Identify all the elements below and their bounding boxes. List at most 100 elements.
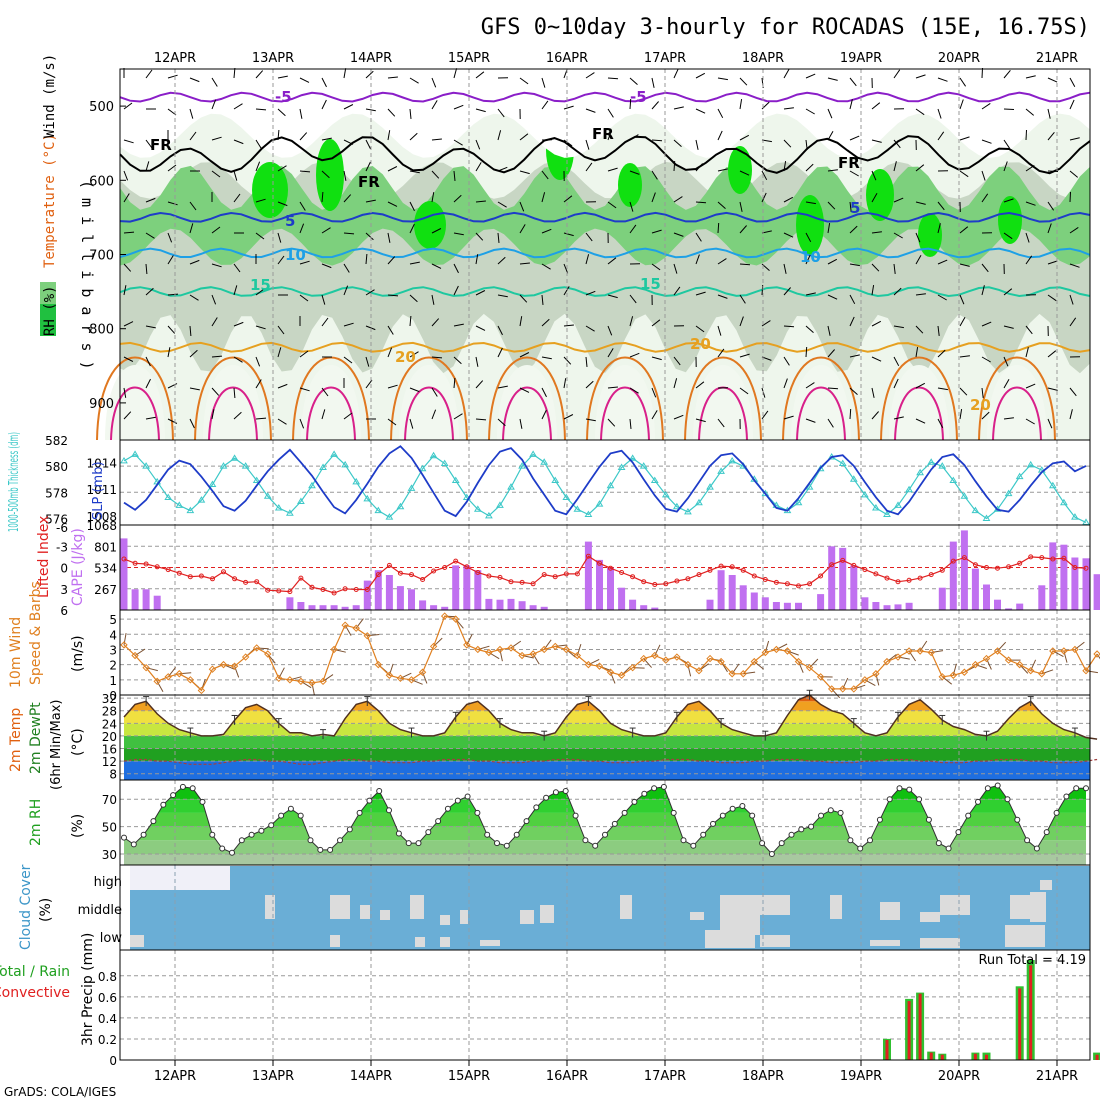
wind-barb bbox=[431, 409, 437, 420]
wind-barb bbox=[673, 106, 684, 110]
wind-speed-point bbox=[208, 665, 217, 673]
cloud-cover-block bbox=[1005, 925, 1045, 947]
precip-panel: 0 0.2 0.4 0.6 0.8 Run Total = 4.19 Total / R… bbox=[0, 933, 1100, 1068]
wind-barb bbox=[387, 76, 398, 79]
cape-bar bbox=[529, 605, 537, 610]
wind-barb bbox=[937, 77, 948, 82]
wind-speed-point bbox=[396, 674, 405, 683]
wind-speed-point bbox=[175, 670, 183, 678]
wind-speed-point bbox=[927, 648, 935, 657]
thickness-point bbox=[606, 481, 615, 489]
cape-bar bbox=[452, 565, 460, 610]
wind-barb bbox=[805, 201, 816, 205]
thickness-point bbox=[573, 505, 582, 512]
isotherm-30 bbox=[796, 386, 846, 441]
thickness-point bbox=[363, 494, 372, 502]
precip-tick-label: 0.6 bbox=[98, 991, 117, 1005]
cloud-cover-block bbox=[880, 902, 900, 920]
date-label-bottom: 14APR bbox=[350, 1069, 392, 1084]
rh2m-point bbox=[660, 783, 667, 790]
thickness-point bbox=[628, 454, 637, 461]
wind-barb bbox=[1003, 69, 1011, 79]
cape-bar bbox=[385, 575, 393, 610]
wind-barb bbox=[651, 410, 658, 420]
wind-barb bbox=[959, 294, 965, 305]
wind-barb bbox=[871, 231, 882, 234]
wind-barb bbox=[1025, 418, 1035, 425]
wind-barb bbox=[607, 418, 616, 427]
precip-tick-label: 0.8 bbox=[98, 970, 117, 984]
wind-barb bbox=[695, 232, 702, 242]
wind-barb bbox=[431, 318, 440, 327]
wind-barb bbox=[409, 294, 418, 303]
rh-high-patch bbox=[866, 169, 894, 221]
wind-barb bbox=[1069, 317, 1077, 327]
wind-barb bbox=[651, 101, 659, 110]
wind-barb bbox=[607, 386, 618, 389]
cape-bar bbox=[1016, 603, 1024, 610]
lifted-index-point bbox=[729, 564, 735, 570]
wind-speed-point bbox=[794, 657, 803, 666]
thickness-point bbox=[1082, 518, 1090, 525]
wind-barb bbox=[893, 325, 904, 329]
wind-speed-point bbox=[639, 654, 648, 663]
cloud-cover-block bbox=[720, 895, 760, 935]
wind-speed-point bbox=[894, 653, 902, 661]
wind-barb bbox=[871, 263, 880, 272]
rh2m-point bbox=[140, 831, 147, 838]
isotherm-30 bbox=[208, 386, 258, 441]
wind-barb bbox=[827, 169, 838, 172]
rh2m-point bbox=[513, 831, 520, 838]
wind-barb bbox=[453, 194, 462, 203]
wind-speed-point bbox=[186, 676, 195, 684]
wind-barb bbox=[475, 71, 485, 79]
cape-bar bbox=[1038, 585, 1046, 610]
wind-barb bbox=[651, 263, 661, 271]
lifted-index-point bbox=[784, 581, 790, 587]
wind-speed-point bbox=[617, 671, 626, 679]
wind-barb bbox=[783, 196, 794, 203]
thickness-point bbox=[142, 462, 150, 469]
lifted-index-point bbox=[818, 573, 824, 579]
wind-barb bbox=[981, 139, 992, 144]
wind-speed-point bbox=[463, 641, 471, 649]
wind-barb bbox=[629, 170, 640, 175]
wind-barb bbox=[409, 351, 419, 358]
wind-barb bbox=[673, 196, 683, 203]
wind-speed-point bbox=[861, 676, 869, 684]
cloud-cover-block bbox=[760, 895, 790, 915]
wind-barb bbox=[321, 170, 330, 179]
wind-barb bbox=[123, 356, 134, 362]
wind-barb bbox=[255, 379, 262, 389]
wind-barb bbox=[189, 294, 199, 301]
wind-speed-point bbox=[440, 612, 449, 620]
thickness-point bbox=[473, 505, 482, 512]
wind-barb bbox=[761, 356, 772, 361]
wind-speed-point bbox=[518, 651, 526, 660]
wind-barb bbox=[1025, 383, 1036, 389]
top-date-axis: 12APR 13APR 14APR 15APR 16APR 17APR 18APR 19APR… bbox=[154, 51, 1078, 66]
thickness-point bbox=[794, 498, 803, 506]
temp-tick-label: 20 bbox=[102, 730, 117, 744]
cape-bar bbox=[618, 587, 626, 610]
precip-tick-label: 0 bbox=[109, 1054, 117, 1068]
thickness-point bbox=[297, 497, 305, 504]
wind-speed-point bbox=[496, 645, 504, 654]
temp-tick-label: 28 bbox=[102, 705, 117, 719]
wind-barb bbox=[893, 416, 904, 420]
wind-barb bbox=[959, 170, 969, 178]
precip-convective-bar bbox=[973, 1053, 977, 1060]
wind-speed-point bbox=[816, 673, 825, 681]
cape-bar bbox=[1071, 557, 1079, 610]
lifted-index-point bbox=[1072, 565, 1078, 570]
cloud-cover-block bbox=[920, 912, 940, 922]
wind-barb bbox=[981, 67, 983, 79]
lifted-index-point bbox=[375, 572, 381, 578]
rh-high-patch bbox=[618, 163, 642, 207]
wind-barb bbox=[321, 191, 324, 203]
cape-bar bbox=[960, 530, 968, 610]
wind-speed-point bbox=[474, 645, 482, 654]
wind-barb bbox=[607, 257, 617, 265]
